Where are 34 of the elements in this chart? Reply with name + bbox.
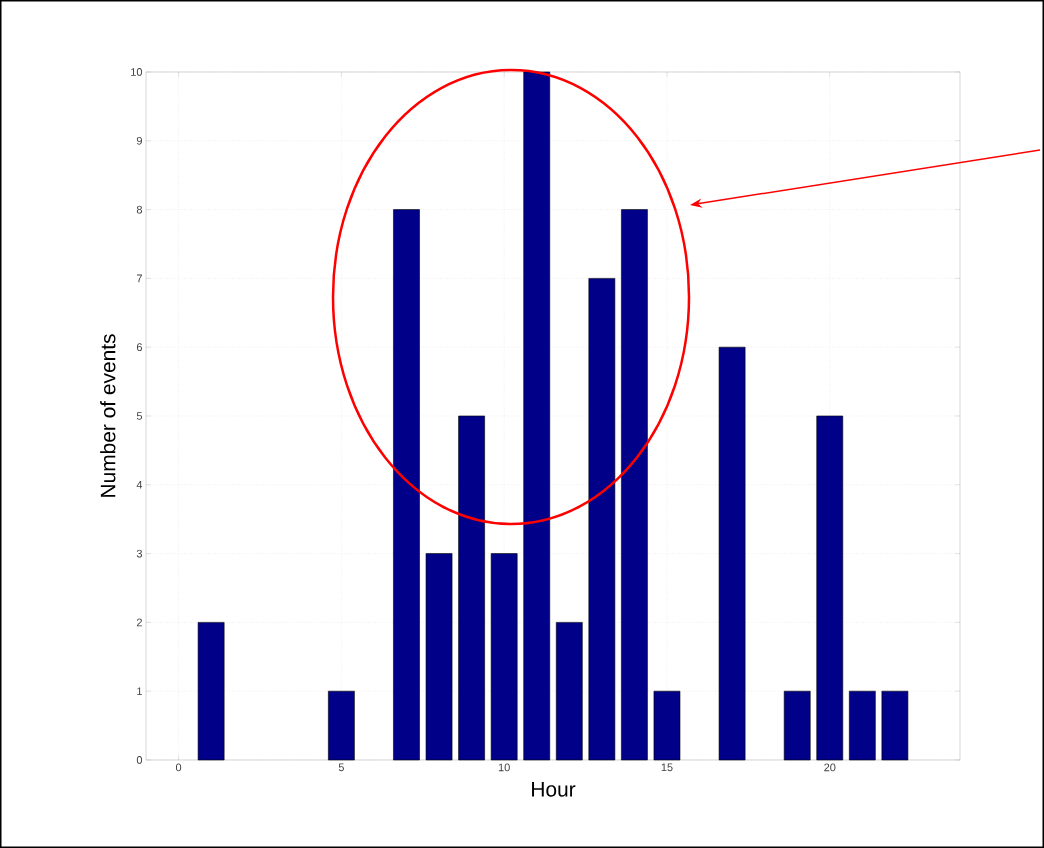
bar	[881, 690, 909, 761]
bar	[328, 690, 355, 761]
bar	[523, 71, 551, 761]
y-tick-label: 10	[131, 68, 143, 76]
bar	[816, 415, 844, 761]
bar	[393, 209, 420, 761]
x-tick-label: 10	[498, 763, 510, 772]
y-tick-label: 7	[136, 274, 142, 283]
bar	[490, 553, 518, 761]
y-tick-label: 2	[136, 618, 142, 627]
y-tick-label: 3	[136, 549, 142, 558]
bar	[621, 209, 648, 761]
bar	[653, 690, 681, 761]
bar	[458, 415, 485, 761]
y-tick-label: 1	[137, 687, 142, 695]
x-axis-title: Hour	[532, 782, 576, 797]
x-tick-label: 0	[175, 763, 182, 772]
y-tick-label: 9	[136, 136, 142, 145]
bar	[425, 553, 453, 761]
bar	[197, 622, 225, 761]
bar	[588, 278, 616, 761]
bar	[555, 622, 583, 761]
y-tick-label: 4	[136, 481, 143, 489]
x-tick-label: 5	[338, 763, 344, 772]
y-axis-title: Number of events	[100, 334, 116, 497]
y-tick-label: 5	[136, 412, 143, 420]
bar	[849, 690, 876, 761]
bar	[718, 346, 746, 761]
x-tick-label: 15	[661, 763, 673, 772]
y-tick-label: 0	[136, 756, 143, 764]
y-tick-label: 6	[136, 343, 142, 352]
bar	[783, 690, 811, 761]
y-tick-label: 8	[136, 205, 142, 214]
x-tick-label: 20	[824, 763, 836, 772]
